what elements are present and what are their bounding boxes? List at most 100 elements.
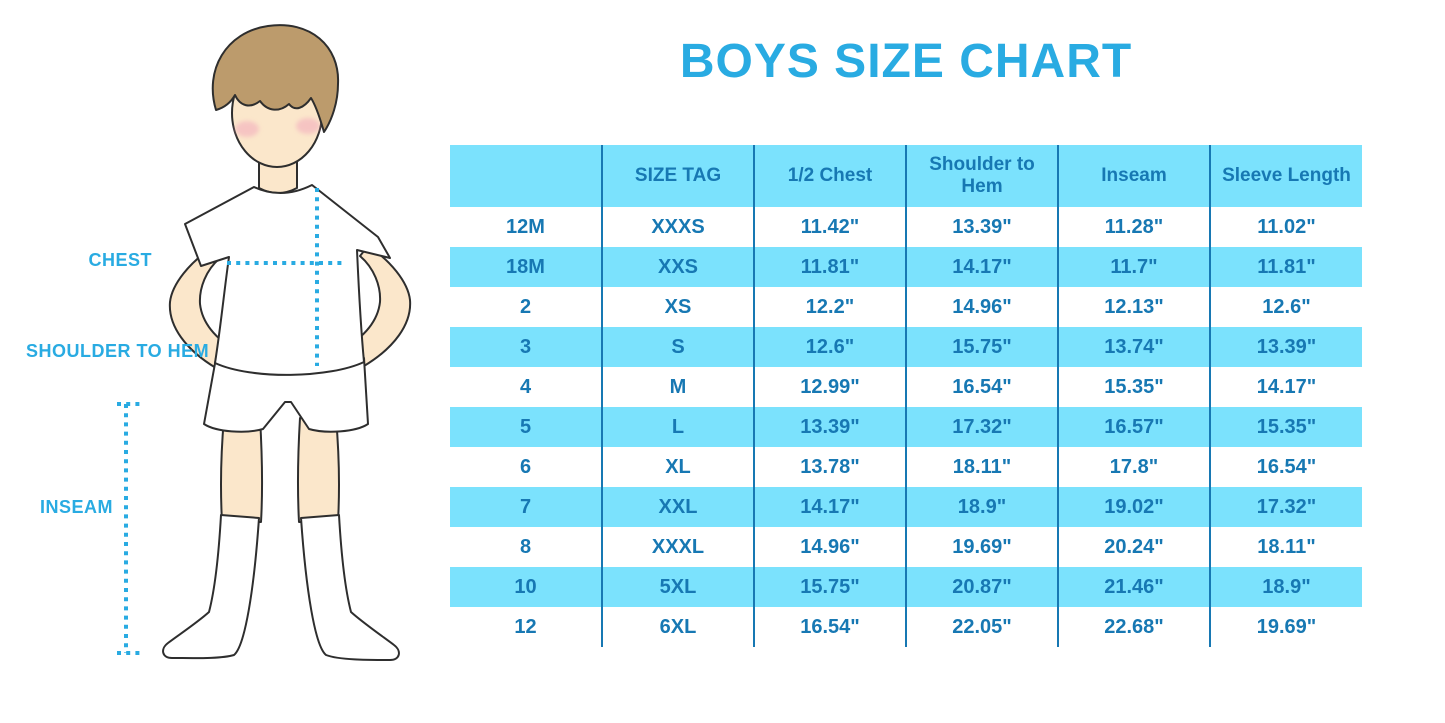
size-cell: L <box>601 407 754 447</box>
size-cell: 14.17" <box>905 247 1058 287</box>
boy-measurement-illustration: CHEST SHOULDER TO HEM INSEAM <box>0 0 450 723</box>
size-cell: XS <box>601 287 754 327</box>
column-header <box>450 145 602 207</box>
table-row: 10 5XL 15.75" 20.87" 21.46" 18.9" <box>450 567 1362 607</box>
size-cell: 6 <box>519 455 532 478</box>
boy-left-cheek-blush <box>235 121 259 137</box>
column-header: 1/2 Chest <box>753 145 906 207</box>
size-cell: 14.17" <box>753 487 906 527</box>
chest-label: CHEST <box>88 250 152 270</box>
size-cell: 13.39" <box>1209 327 1362 367</box>
column-header: Shoulder to Hem <box>905 145 1058 207</box>
size-cell: M <box>601 367 754 407</box>
size-cell: 18.9" <box>1209 567 1362 607</box>
size-cell: 3 <box>519 335 532 358</box>
size-cell: XL <box>601 447 754 487</box>
shoulder-to-hem-label: SHOULDER TO HEM <box>26 341 210 361</box>
boy-left-sock <box>162 514 260 660</box>
size-cell: 12.13" <box>1057 287 1210 327</box>
header-row: SIZE TAG 1/2 Chest Shoulder to Hem Inseam Sl… <box>450 145 1362 207</box>
size-cell: 2 <box>519 295 532 318</box>
boy-shorts <box>203 357 369 433</box>
size-cell: 13.39" <box>753 407 906 447</box>
size-cell: 11.28" <box>1057 207 1210 247</box>
size-cell: 5 <box>519 415 532 438</box>
size-table-body: 12M XXXS 11.42" 13.39" 11.28" 11.02" 18M XXS 11.… <box>450 207 1362 647</box>
size-cell: 20.87" <box>905 567 1058 607</box>
size-cell: 21.46" <box>1057 567 1210 607</box>
table-row: 7 XXL 14.17" 18.9" 19.02" 17.32" <box>450 487 1362 527</box>
table-row: 12M XXXS 11.42" 13.39" 11.28" 11.02" <box>450 207 1362 247</box>
page-title: BOYS SIZE CHART <box>679 35 1133 88</box>
size-cell: S <box>601 327 754 367</box>
size-cell: 10 <box>514 575 537 598</box>
size-cell: 5XL <box>601 567 754 607</box>
size-cell: 17.8" <box>1057 447 1210 487</box>
size-cell: 11.02" <box>1209 207 1362 247</box>
size-cell: 17.32" <box>905 407 1058 447</box>
boy-tshirt <box>184 184 391 376</box>
column-header: Inseam <box>1057 145 1210 207</box>
size-cell: 22.68" <box>1057 607 1210 647</box>
size-cell: 16.54" <box>753 607 906 647</box>
size-cell: XXL <box>601 487 754 527</box>
boy-left-leg <box>219 417 264 523</box>
size-cell: XXXS <box>601 207 754 247</box>
size-cell: XXS <box>601 247 754 287</box>
table-row: 4 M 12.99" 16.54" 15.35" 14.17" <box>450 367 1362 407</box>
size-cell: 13.39" <box>905 207 1058 247</box>
boy-right-sock <box>300 514 400 661</box>
size-cell: 12M <box>506 215 545 238</box>
boy-figure-drawing <box>117 24 412 661</box>
size-cell: 11.81" <box>1209 247 1362 287</box>
size-cell: 19.69" <box>1209 607 1362 647</box>
boy-hair <box>211 24 340 133</box>
size-cell: 13.78" <box>753 447 906 487</box>
size-cell: 11.81" <box>753 247 906 287</box>
size-cell: 6XL <box>601 607 754 647</box>
size-cell: 15.35" <box>1057 367 1210 407</box>
size-cell: 16.54" <box>1209 447 1362 487</box>
column-header: Sleeve Length <box>1209 145 1362 207</box>
size-cell: 12.6" <box>1209 287 1362 327</box>
table-row: 6 XL 13.78" 18.11" 17.8" 16.54" <box>450 447 1362 487</box>
size-cell: 12.99" <box>753 367 906 407</box>
size-cell: 19.02" <box>1057 487 1210 527</box>
boy-right-leg <box>296 417 341 523</box>
size-cell: 7 <box>519 495 532 518</box>
table-row: 18M XXS 11.81" 14.17" 11.7" 11.81" <box>450 247 1362 287</box>
size-cell: 14.96" <box>753 527 906 567</box>
size-cell: 18.11" <box>905 447 1058 487</box>
boy-right-cheek-blush <box>296 118 320 134</box>
size-cell: 15.35" <box>1209 407 1362 447</box>
size-cell: XXXL <box>601 527 754 567</box>
size-cell: 18M <box>506 255 545 278</box>
size-cell: 15.75" <box>753 567 906 607</box>
size-cell: 12.6" <box>753 327 906 367</box>
inseam-label: INSEAM <box>40 497 114 517</box>
size-cell: 17.32" <box>1209 487 1362 527</box>
size-cell: 22.05" <box>905 607 1058 647</box>
table-row: 5 L 13.39" 17.32" 16.57" 15.35" <box>450 407 1362 447</box>
size-cell: 8 <box>519 535 532 558</box>
size-cell: 16.54" <box>905 367 1058 407</box>
size-cell: 20.24" <box>1057 527 1210 567</box>
table-row: 3 S 12.6" 15.75" 13.74" 13.39" <box>450 327 1362 367</box>
size-cell: 4 <box>519 375 532 398</box>
table-row: 2 XS 12.2" 14.96" 12.13" 12.6" <box>450 287 1362 327</box>
size-cell: 14.96" <box>905 287 1058 327</box>
size-cell: 18.11" <box>1209 527 1362 567</box>
size-table-head: SIZE TAG 1/2 Chest Shoulder to Hem Inseam Sl… <box>450 145 1362 207</box>
column-header: SIZE TAG <box>601 145 754 207</box>
size-cell: 14.17" <box>1209 367 1362 407</box>
size-cell: 13.74" <box>1057 327 1210 367</box>
size-table: SIZE TAG 1/2 Chest Shoulder to Hem Inseam Sl… <box>450 145 1362 647</box>
table-row: 12 6XL 16.54" 22.05" 22.68" 19.69" <box>450 607 1362 647</box>
size-cell: 12.2" <box>753 287 906 327</box>
size-cell: 11.7" <box>1057 247 1210 287</box>
size-cell: 11.42" <box>753 207 906 247</box>
size-cell: 12 <box>514 615 537 638</box>
size-cell: 15.75" <box>905 327 1058 367</box>
size-cell: 19.69" <box>905 527 1058 567</box>
